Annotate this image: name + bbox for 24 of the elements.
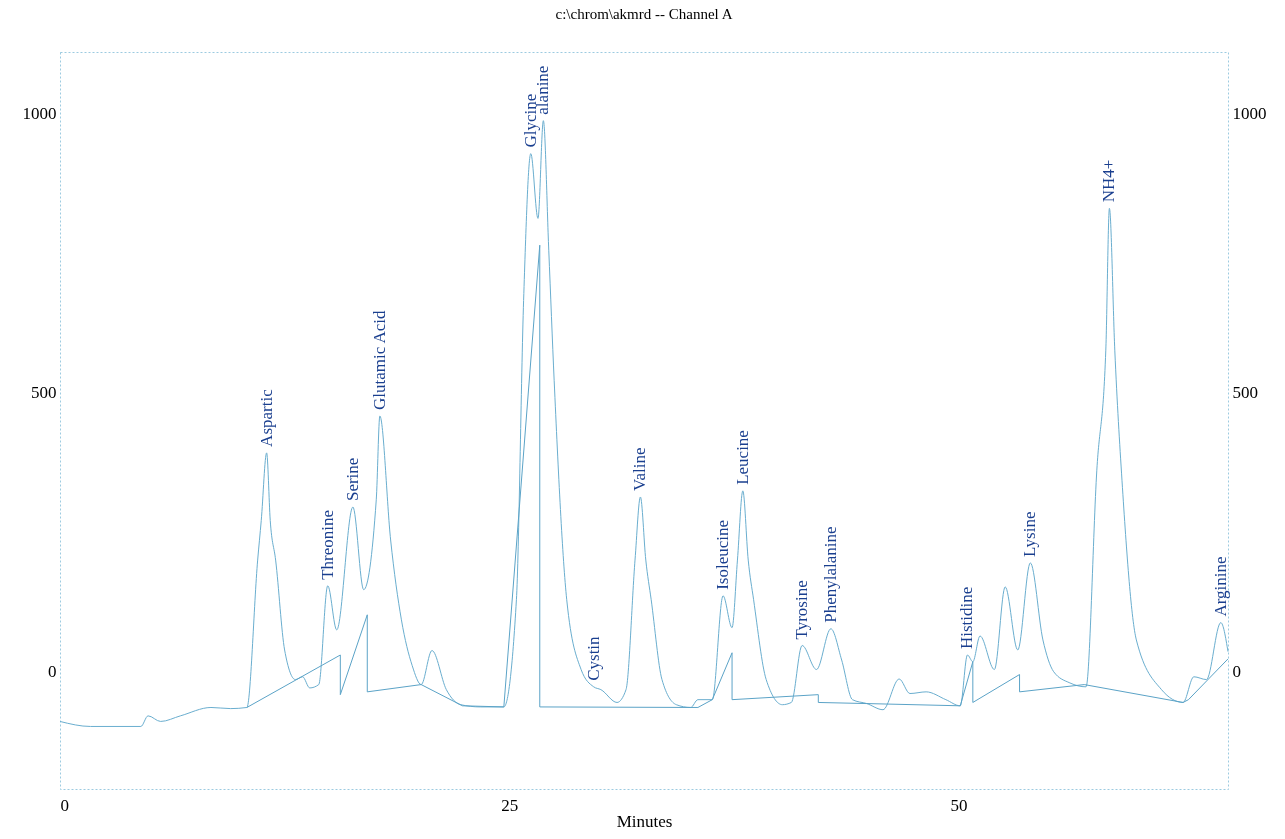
annotation: Arginine [1210,556,1230,617]
annotation: Tyrosine [792,580,812,640]
annotation: Isoleucine [713,519,733,590]
annotation: Threonine [317,509,337,580]
y-tick-label: 0 [48,662,57,682]
annotation: Cystin [583,635,603,681]
annotation: Phenylalanine [820,526,840,623]
annotation: Histidine [957,586,977,649]
y2-tick-label: 500 [1232,383,1258,403]
annotation: Lysine [1020,511,1040,557]
annotation: Valine [630,447,650,491]
y2-tick-label: 0 [1232,662,1241,682]
annotation: Aspartic [256,388,276,447]
y-tick-label: 500 [31,383,57,403]
annotation: NH4+ [1099,159,1119,203]
x-tick-label: 50 [950,795,968,815]
annotation: Serine [342,457,362,502]
x-tick-label: 25 [501,795,519,815]
x-axis-title: Minutes [616,811,673,831]
annotation: Glutamic Acid [369,309,389,411]
y2-tick-label: 1000 [1232,103,1267,123]
annotation: Leucine [732,430,752,485]
y-tick-label: 1000 [22,103,57,123]
chart-title: c:\chrom\akmrd -- Channel A [555,6,733,22]
